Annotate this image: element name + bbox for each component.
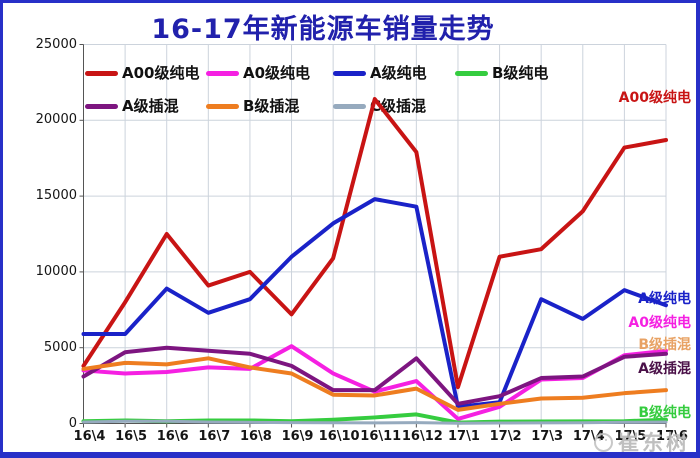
x-axis-tick-label: 16\7 bbox=[198, 429, 231, 444]
y-axis-tick-label: 0 bbox=[68, 415, 77, 431]
series-end-label: A00级纯电 bbox=[618, 89, 691, 106]
x-axis-tick-label: 17\3 bbox=[531, 429, 564, 444]
legend-marker-a00-bev bbox=[85, 70, 118, 76]
legend-label: A级纯电 bbox=[370, 64, 427, 82]
legend-item-c-phev: C级插混 bbox=[333, 98, 426, 114]
legend-marker-c-phev bbox=[333, 103, 366, 109]
x-axis-tick-label: 16\8 bbox=[239, 429, 272, 444]
page-title: 16-17年新能源车销量走势 bbox=[151, 14, 495, 45]
y-axis-tick-label: 25000 bbox=[35, 36, 77, 52]
legend-item-a-bev: A级纯电 bbox=[333, 65, 427, 81]
series-end-label: B级插混 bbox=[638, 336, 691, 353]
legend-marker-b-bev bbox=[455, 70, 488, 76]
watermark-text: 崔东树 bbox=[618, 431, 690, 455]
x-axis-tick-label: 16\12 bbox=[401, 429, 443, 444]
x-axis-tick-label: 16\10 bbox=[318, 429, 360, 444]
x-axis-tick-label: 16\4 bbox=[73, 429, 106, 444]
legend-marker-a-phev bbox=[85, 103, 118, 109]
y-axis-tick-label: 20000 bbox=[35, 112, 77, 128]
legend-label: C级插混 bbox=[370, 97, 427, 115]
x-axis-tick-label: 17\2 bbox=[489, 429, 522, 444]
legend-item-a0-bev: A0级纯电 bbox=[206, 65, 310, 81]
legend-label: B级纯电 bbox=[492, 64, 549, 82]
x-axis-tick-label: 16\11 bbox=[360, 429, 402, 444]
legend-marker-b-phev bbox=[206, 103, 239, 109]
series-end-label: B级纯电 bbox=[638, 404, 691, 421]
legend-label: A00级纯电 bbox=[122, 64, 200, 82]
legend-item-b-phev: B级插混 bbox=[206, 98, 299, 114]
legend-item-b-bev: B级纯电 bbox=[455, 65, 548, 81]
legend-item-a-phev: A级插混 bbox=[85, 98, 179, 114]
x-axis-tick-label: 16\9 bbox=[281, 429, 314, 444]
watermark-face-icon bbox=[594, 432, 613, 452]
series-end-label: A级插混 bbox=[638, 360, 691, 377]
y-axis-tick-label: 15000 bbox=[35, 188, 77, 204]
y-axis-tick-label: 5000 bbox=[43, 339, 77, 355]
y-axis-tick-label: 10000 bbox=[35, 263, 77, 279]
legend-label: A级插混 bbox=[122, 97, 179, 115]
series-end-label: A级纯电 bbox=[638, 291, 691, 308]
x-axis-tick-label: 16\6 bbox=[156, 429, 189, 444]
legend-label: B级插混 bbox=[243, 97, 300, 115]
x-axis-tick-label: 16\5 bbox=[115, 429, 148, 444]
legend-marker-a0-bev bbox=[206, 70, 239, 76]
legend-label: A0级纯电 bbox=[243, 64, 311, 82]
x-axis-tick-label: 17\6 bbox=[656, 429, 688, 444]
legend-item-a00-bev: A00级纯电 bbox=[85, 65, 199, 81]
x-axis-tick-label: 17\1 bbox=[448, 429, 480, 444]
x-axis-tick-label: 17\5 bbox=[614, 429, 647, 444]
watermark: 崔东树 bbox=[594, 427, 690, 455]
legend-marker-a-bev bbox=[333, 70, 366, 76]
series-end-label: A0级纯电 bbox=[628, 314, 691, 331]
